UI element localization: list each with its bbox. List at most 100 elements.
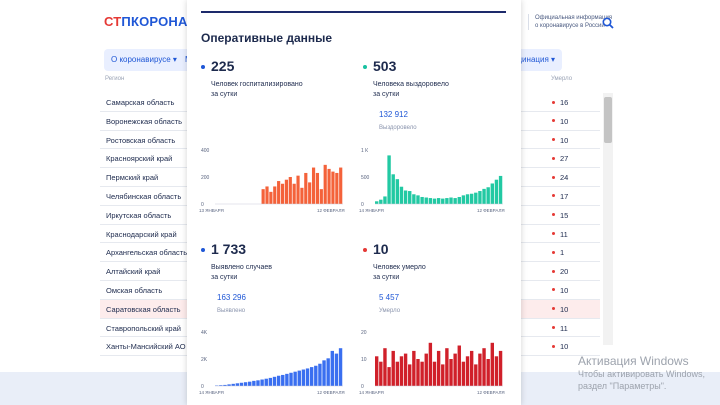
chart-bar[interactable] xyxy=(292,183,296,204)
chart-bar[interactable] xyxy=(334,353,339,386)
chart-bar[interactable] xyxy=(441,198,445,204)
chart-bar[interactable] xyxy=(319,189,323,204)
chart-bar[interactable] xyxy=(327,168,331,204)
chart-bar[interactable] xyxy=(308,182,312,204)
chart-bar[interactable] xyxy=(272,376,277,386)
chart-bar[interactable] xyxy=(490,342,494,386)
chart-bar[interactable] xyxy=(248,381,252,386)
chart-bar[interactable] xyxy=(461,361,466,386)
chart-bar[interactable] xyxy=(339,167,343,204)
chart-bar[interactable] xyxy=(478,353,482,386)
chart-bar[interactable] xyxy=(474,364,478,386)
chart-bar[interactable] xyxy=(498,175,503,204)
chart-bar[interactable] xyxy=(375,201,379,204)
chart-bar[interactable] xyxy=(424,197,428,204)
chart-bar[interactable] xyxy=(490,183,494,204)
chart-bar[interactable] xyxy=(311,167,316,204)
site-logo[interactable]: СТПКОРОНАВИ xyxy=(104,14,207,29)
chart-bar[interactable] xyxy=(428,342,433,386)
chart-bar[interactable] xyxy=(482,188,486,204)
chart-bar[interactable] xyxy=(441,364,445,386)
chart-bar[interactable] xyxy=(486,359,490,386)
chart-bar[interactable] xyxy=(403,353,408,386)
chart-bar[interactable] xyxy=(428,198,433,204)
chart-bar[interactable] xyxy=(281,374,285,386)
chart-bar[interactable] xyxy=(387,155,391,204)
chart-bar[interactable] xyxy=(322,360,326,386)
chart-bar[interactable] xyxy=(416,359,420,386)
chart-bar[interactable] xyxy=(300,187,304,204)
chart-bar[interactable] xyxy=(494,179,499,204)
chart-bar[interactable] xyxy=(461,195,466,204)
chart-bar[interactable] xyxy=(223,384,227,386)
chart-bar[interactable] xyxy=(315,172,320,204)
chart-bar[interactable] xyxy=(219,385,223,386)
chart-bar[interactable] xyxy=(469,193,474,204)
chart-bar[interactable] xyxy=(449,197,453,204)
chart-bar[interactable] xyxy=(436,198,441,204)
chart-bar[interactable] xyxy=(498,350,503,386)
chart-bar[interactable] xyxy=(231,383,235,386)
chart-bar[interactable] xyxy=(420,196,424,204)
chart-bar[interactable] xyxy=(293,371,297,386)
chart-bar[interactable] xyxy=(379,199,383,204)
chart-bar[interactable] xyxy=(379,361,383,386)
chart-bar[interactable] xyxy=(280,183,285,204)
chart-bar[interactable] xyxy=(395,361,400,386)
chart-bar[interactable] xyxy=(486,187,490,204)
chart-bar[interactable] xyxy=(449,359,453,386)
chart-bar[interactable] xyxy=(268,377,273,386)
chart-bar[interactable] xyxy=(331,171,335,204)
chart-bar[interactable] xyxy=(457,345,461,387)
chart-bar[interactable] xyxy=(457,196,461,204)
chart-bar[interactable] xyxy=(408,191,412,204)
chart-bar[interactable] xyxy=(436,350,441,386)
chart-bar[interactable] xyxy=(420,361,424,386)
chart-bar[interactable] xyxy=(399,186,404,204)
chart-bar[interactable] xyxy=(277,181,281,204)
chart-bar[interactable] xyxy=(432,198,437,204)
chart-bar[interactable] xyxy=(297,370,301,386)
chart-bar[interactable] xyxy=(399,356,404,386)
chart-bar[interactable] xyxy=(296,175,300,204)
chart-bar[interactable] xyxy=(285,373,289,386)
chart-bar[interactable] xyxy=(465,194,470,204)
chart-bar[interactable] xyxy=(323,164,327,204)
chart-bar[interactable] xyxy=(416,195,420,204)
chart-bar[interactable] xyxy=(235,383,240,386)
chart-bar[interactable] xyxy=(387,367,391,386)
chart-bar[interactable] xyxy=(309,367,314,386)
scrollbar-thumb[interactable] xyxy=(604,97,612,143)
chart-bar[interactable] xyxy=(252,380,256,386)
chart-bar[interactable] xyxy=(482,348,486,386)
chart-bar[interactable] xyxy=(265,186,269,204)
chart-bar[interactable] xyxy=(284,179,288,204)
chart-bar[interactable] xyxy=(289,372,293,386)
chart-bar[interactable] xyxy=(330,350,334,386)
chart-bar[interactable] xyxy=(383,348,387,386)
chart-bar[interactable] xyxy=(424,353,428,386)
chart-bar[interactable] xyxy=(445,348,449,386)
chart-bar[interactable] xyxy=(445,198,449,204)
chart-bar[interactable] xyxy=(269,191,273,204)
chart-bar[interactable] xyxy=(243,382,248,386)
chart-bar[interactable] xyxy=(227,384,231,386)
chart-bar[interactable] xyxy=(391,350,395,386)
chart-bar[interactable] xyxy=(395,179,400,204)
chart-bar[interactable] xyxy=(260,379,264,386)
chart-bar[interactable] xyxy=(494,356,499,386)
chart-bar[interactable] xyxy=(383,196,387,204)
chart-bar[interactable] xyxy=(264,378,268,386)
chart-bar[interactable] xyxy=(478,191,482,204)
chart-bar[interactable] xyxy=(314,365,318,386)
chart-bar[interactable] xyxy=(432,361,437,386)
chart-bar[interactable] xyxy=(335,172,339,204)
chart-bar[interactable] xyxy=(474,192,478,204)
chart-bar[interactable] xyxy=(408,364,412,386)
chart-bar[interactable] xyxy=(412,194,416,204)
chart-bar[interactable] xyxy=(288,177,292,204)
chart-bar[interactable] xyxy=(469,350,474,386)
chart-bar[interactable] xyxy=(261,189,265,204)
chart-bar[interactable] xyxy=(318,363,322,386)
chart-bar[interactable] xyxy=(304,172,308,204)
